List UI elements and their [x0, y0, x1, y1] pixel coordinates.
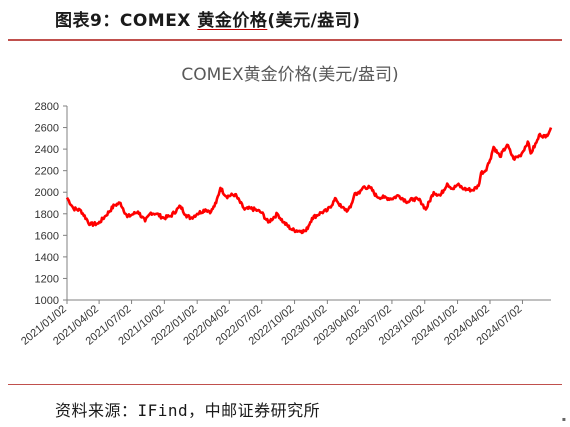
- y-tick-label: 1800: [35, 209, 59, 221]
- chart-title: COMEX黄金价格(美元/盎司): [181, 65, 398, 85]
- y-tick-label: 2400: [35, 144, 59, 156]
- figure-title-tail: (美元/盎司): [267, 11, 361, 31]
- y-tick-label: 1200: [35, 273, 59, 285]
- y-tick-label: 2600: [35, 123, 59, 135]
- y-tick-label: 2800: [35, 101, 59, 113]
- y-tick-label: 1000: [35, 295, 59, 307]
- series-line: [65, 127, 553, 235]
- figure-title-plain: COMEX: [119, 11, 198, 31]
- y-axis: 1000 1200 1400 1600 1800 2000 2200 2400 2600 2800: [35, 101, 68, 307]
- source-note: 资料来源：IFind，中邮证券研究所: [55, 401, 321, 420]
- bottom-rule: [8, 384, 562, 385]
- plot-area: [65, 127, 553, 235]
- corner-mark: ▪: [561, 416, 566, 423]
- y-tick-label: 2200: [35, 166, 59, 178]
- y-tick-label: 2000: [35, 187, 59, 199]
- figure-title-underlined: 黄金价格: [197, 11, 268, 31]
- top-rule: [8, 39, 562, 41]
- figure-label: 图表9：: [55, 11, 120, 31]
- y-tick-label: 1400: [35, 252, 59, 264]
- x-axis: 2021/01/022021/04/022021/07/022021/10/02…: [19, 299, 551, 348]
- y-tick-label: 1600: [35, 230, 59, 242]
- figure-title: 图表9：COMEX 黄金价格(美元/盎司): [55, 6, 361, 31]
